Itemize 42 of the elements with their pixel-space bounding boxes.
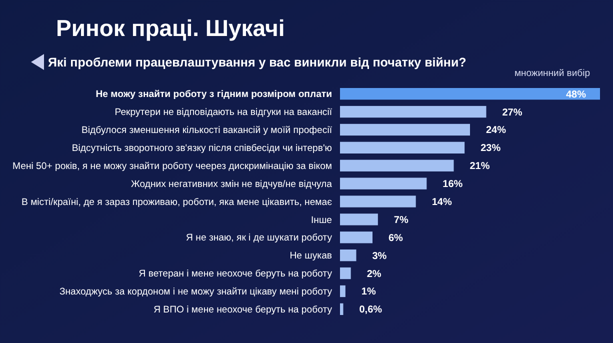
- bar: [340, 142, 465, 154]
- y-tick-label: Я ВПО і мене неохоче беруть на роботу: [154, 304, 332, 316]
- bar: [340, 178, 427, 190]
- y-tick-label: Не шукав: [290, 250, 332, 262]
- bar: [340, 196, 416, 208]
- y-tick-label: Інше: [311, 214, 332, 226]
- y-tick-label: Я не знаю, як і де шукати роботу: [186, 232, 332, 244]
- y-tick-label: Я ветеран і мене неохоче беруть на роботу: [138, 268, 332, 280]
- y-tick-label: Мені 50+ років, я не можу знайти роботу чеерез дискримінацію за віком: [12, 160, 332, 172]
- data-label: 0,6%: [359, 304, 382, 316]
- chart-subtitle: Які проблеми працевлаштування у вас виникли від початку війни?: [48, 55, 466, 70]
- bar: [340, 214, 378, 226]
- data-label: 1%: [361, 286, 376, 298]
- y-tick-label: Не можу знайти роботу з гідним розміром оплати: [96, 89, 332, 100]
- data-label: 6%: [388, 232, 404, 244]
- data-label: 21%: [470, 161, 490, 172]
- bar: [340, 232, 372, 244]
- data-label: 23%: [480, 143, 501, 154]
- bar: [340, 267, 351, 280]
- data-label: 3%: [372, 250, 387, 262]
- bar: [340, 160, 454, 172]
- data-label: 14%: [432, 197, 452, 208]
- bar: [340, 285, 346, 298]
- bar: [340, 88, 600, 100]
- bar: [340, 106, 486, 118]
- data-label: 24%: [486, 125, 506, 136]
- data-label: 16%: [442, 179, 463, 190]
- y-tick-label: Рекрутери не відповідають на відгуки на вакансії: [114, 107, 332, 118]
- data-label: 2%: [366, 268, 382, 280]
- bar: [340, 250, 356, 262]
- data-label: 7%: [394, 214, 408, 226]
- y-tick-label: Відбулося зменшення кількості вакансій у моїй професії: [82, 125, 332, 136]
- text: множинний вибір: [514, 68, 590, 79]
- data-label: 27%: [502, 107, 522, 118]
- bar: [340, 303, 344, 315]
- y-tick-label: Відсутність зворотного зв'язку після співбесіди чи інтерв'ю: [72, 143, 332, 154]
- chart-title: Ринок праці. Шукачі: [56, 15, 285, 41]
- bar: [340, 124, 470, 136]
- y-tick-label: Знаходжусь за кордоном і не можу знайти цікаву мені роботу: [59, 286, 332, 298]
- y-tick-label: Жодних негативних змін не відчув/не відчула: [130, 178, 333, 190]
- data-label: 48%: [566, 89, 586, 100]
- y-tick-label: В місті/країні, де я зараз проживаю, роботи, яка мене цікавить, немає: [22, 196, 332, 208]
